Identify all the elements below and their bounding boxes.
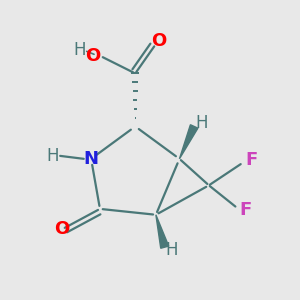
Text: H: H (166, 241, 178, 259)
Text: O: O (54, 220, 69, 238)
Polygon shape (156, 215, 169, 248)
Text: N: N (84, 150, 99, 168)
Text: F: F (240, 201, 252, 219)
Text: F: F (245, 151, 258, 169)
Text: O: O (85, 47, 100, 65)
Text: O: O (151, 32, 166, 50)
Text: H: H (195, 115, 208, 133)
Polygon shape (179, 125, 198, 159)
Text: H: H (46, 147, 59, 165)
Text: H: H (73, 41, 86, 59)
